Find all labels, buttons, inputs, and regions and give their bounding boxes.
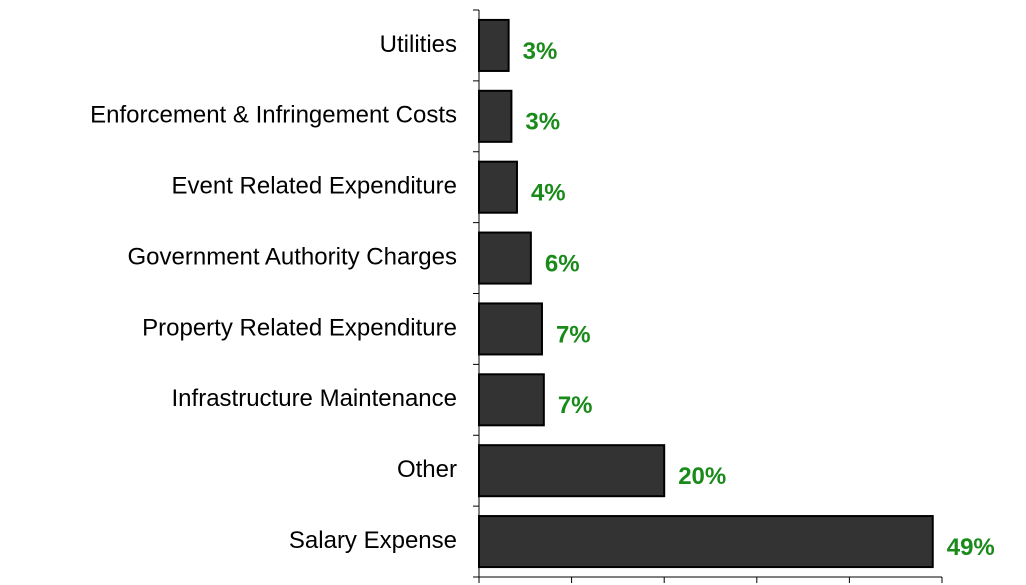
bar <box>478 515 934 569</box>
category-label: Salary Expense <box>289 527 457 554</box>
category-label: Event Related Expenditure <box>171 173 457 200</box>
bar <box>478 89 513 143</box>
value-label: 6% <box>545 250 580 277</box>
category-label: Government Authority Charges <box>128 243 458 270</box>
bar <box>478 231 532 285</box>
bar <box>478 160 518 214</box>
bar <box>478 373 545 427</box>
bar <box>478 18 510 72</box>
value-label: 7% <box>558 392 593 419</box>
value-label: 4% <box>531 180 566 207</box>
category-label: Infrastructure Maintenance <box>172 385 457 412</box>
value-label: 49% <box>947 534 995 561</box>
value-label: 3% <box>523 38 558 65</box>
category-label: Enforcement & Infringement Costs <box>90 102 457 129</box>
value-label: 20% <box>678 463 726 490</box>
bar <box>478 302 543 356</box>
value-label: 3% <box>525 109 560 136</box>
value-label: 7% <box>556 321 591 348</box>
category-label: Other <box>397 456 457 483</box>
category-label: Utilities <box>380 31 457 58</box>
bar <box>478 444 666 498</box>
category-label: Property Related Expenditure <box>142 314 457 341</box>
